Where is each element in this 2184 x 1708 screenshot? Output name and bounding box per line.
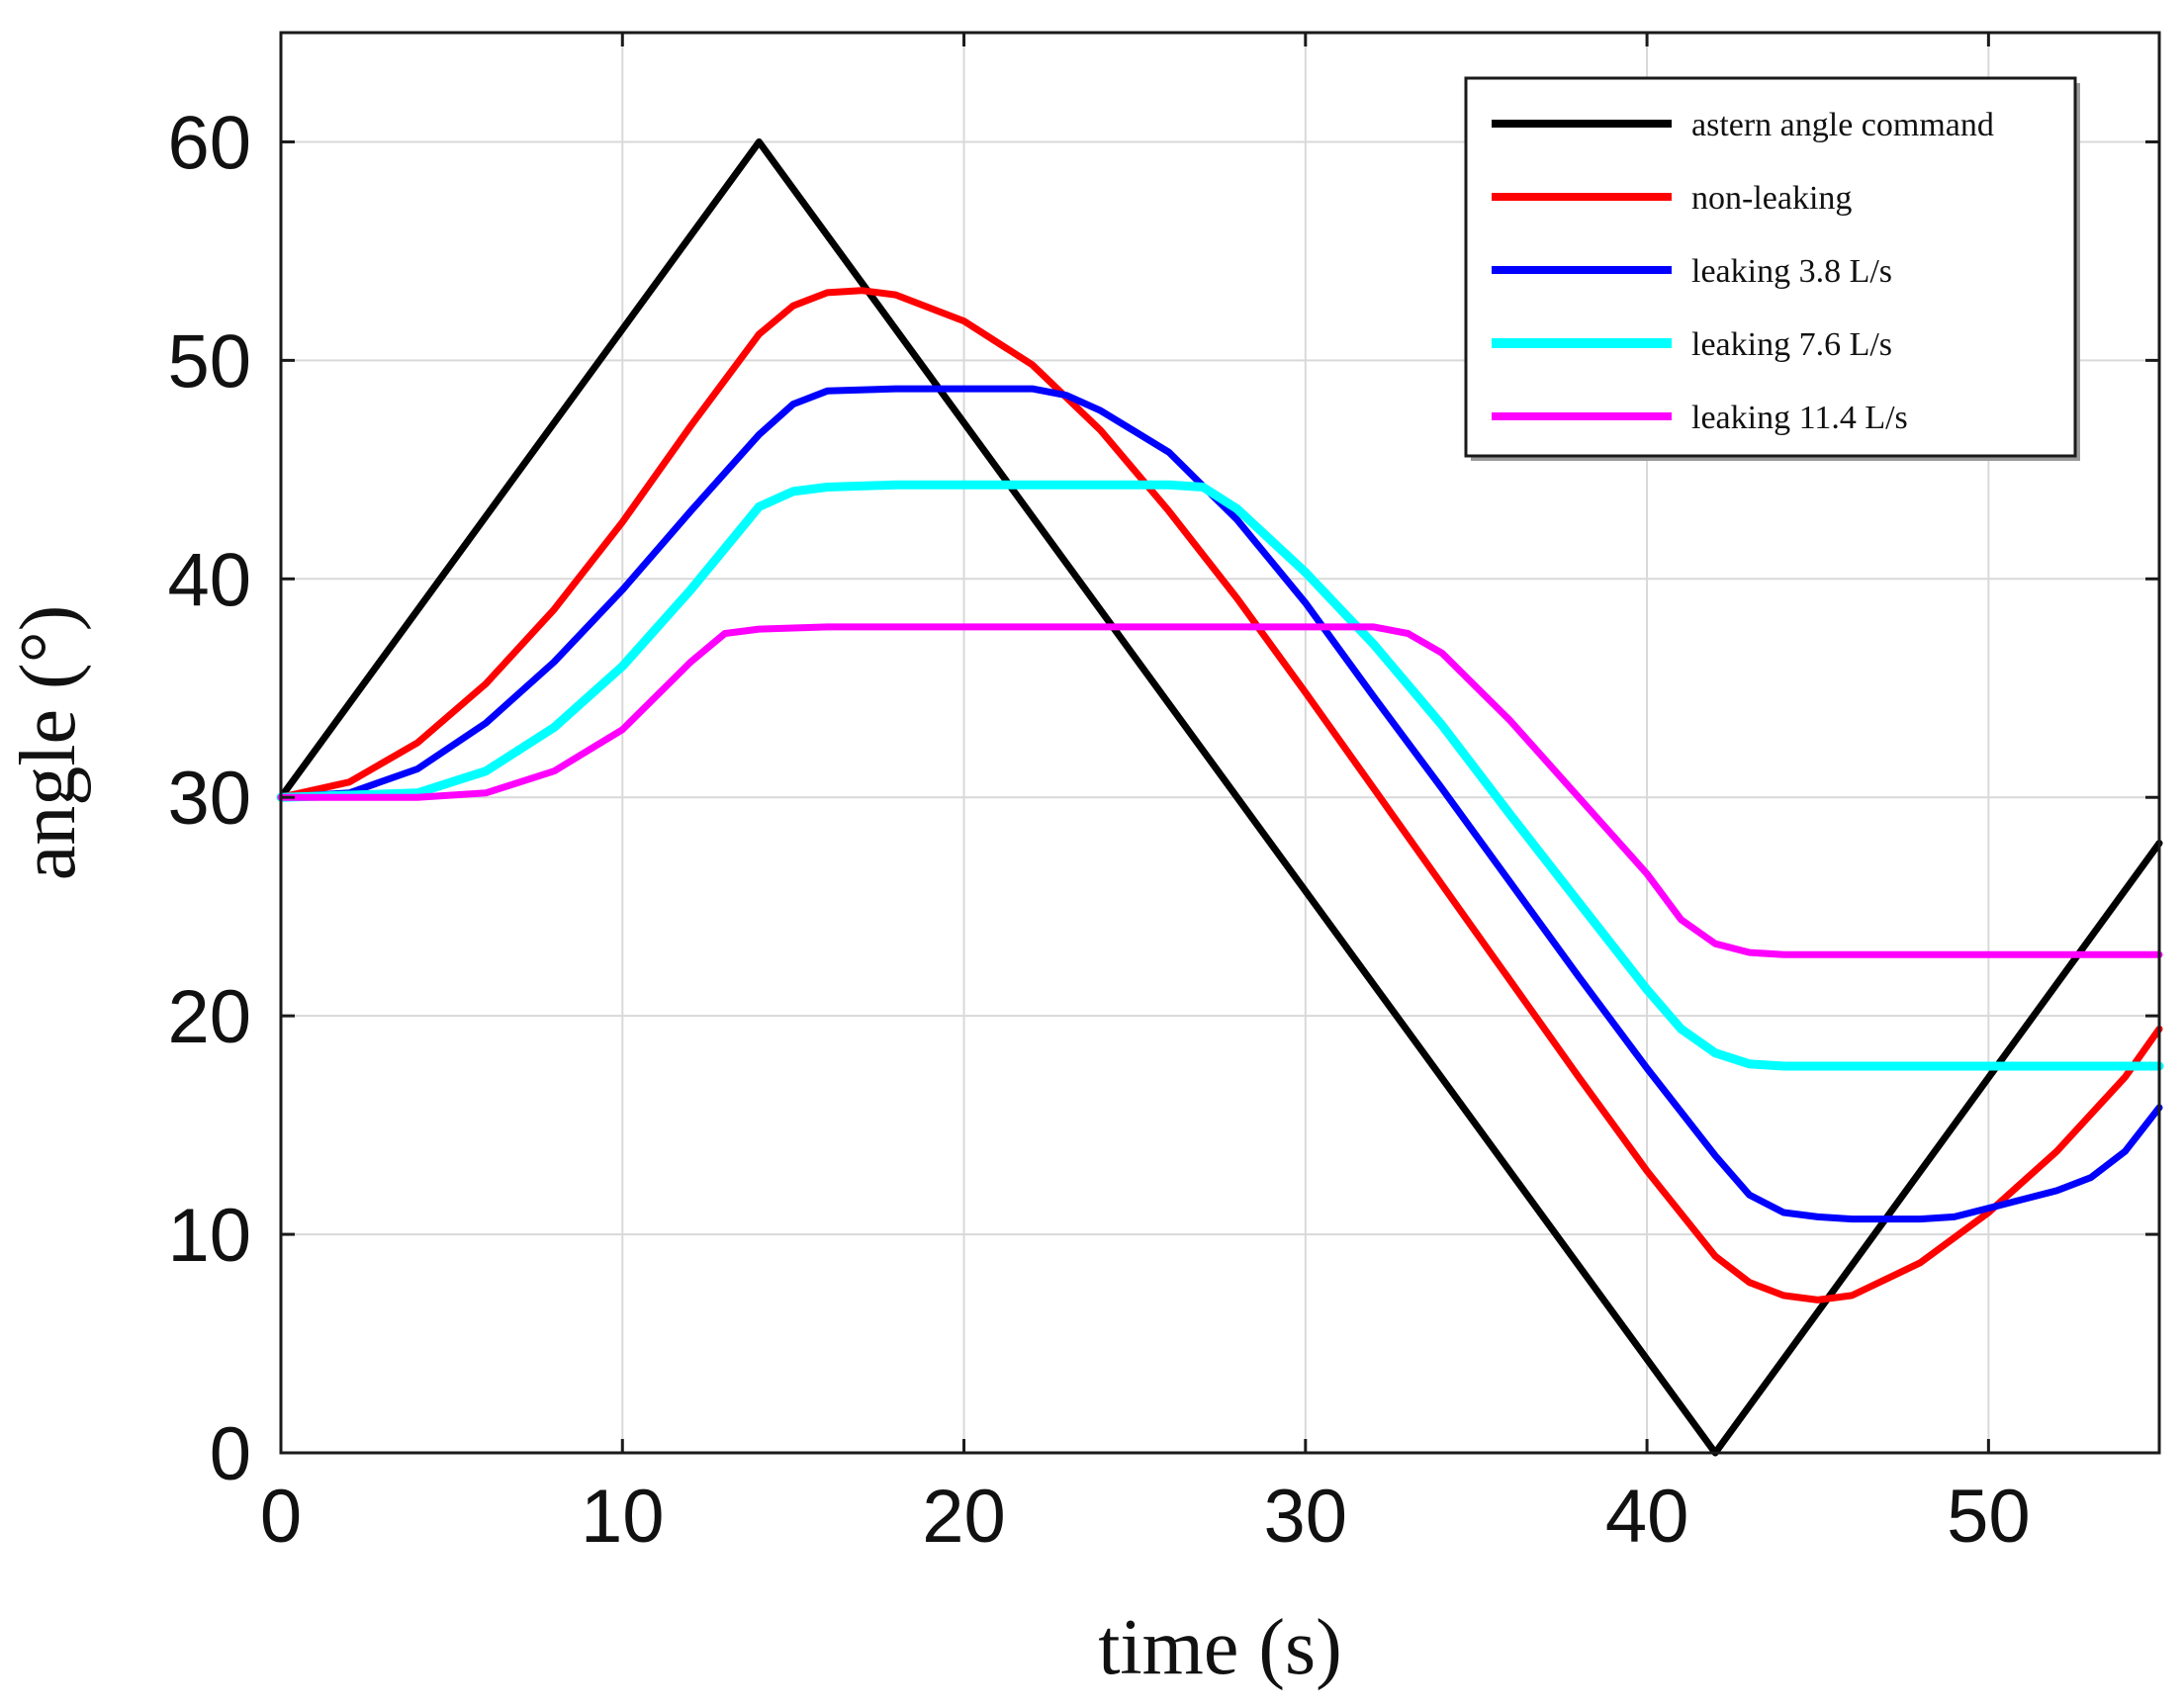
series-line-2 bbox=[277, 287, 2163, 1303]
y-tick-label: 10 bbox=[167, 1194, 251, 1278]
x-tick-label: 10 bbox=[581, 1475, 665, 1559]
x-tick-label: 20 bbox=[922, 1475, 1006, 1559]
series-line-3 bbox=[277, 385, 2163, 1223]
plot-area-frame bbox=[279, 31, 2161, 1455]
series-line-5 bbox=[277, 623, 2163, 958]
y-tick-label: 60 bbox=[167, 101, 251, 185]
legend-label-5: leaking 11.4 L/s bbox=[1691, 400, 1908, 436]
x-tick-label: 40 bbox=[1605, 1475, 1689, 1559]
legend-label-2: non-leaking bbox=[1691, 180, 1852, 217]
y-tick-label: 30 bbox=[167, 757, 251, 841]
axis-ticks bbox=[279, 33, 2159, 1455]
x-tick-label: 50 bbox=[1947, 1475, 2031, 1559]
y-axis-title: angle (°) bbox=[5, 605, 92, 881]
tick-labels: 0 10 20 30 40 50 0 10 20 30 40 50 60 bbox=[167, 101, 2030, 1559]
y-tick-label: 20 bbox=[167, 975, 251, 1059]
y-tick-label: 40 bbox=[167, 538, 251, 622]
legend: astern angle command non-leaking leaking 3… bbox=[1464, 76, 2080, 461]
legend-label-3: leaking 3.8 L/s bbox=[1691, 253, 1892, 290]
y-tick-label: 0 bbox=[210, 1412, 251, 1496]
legend-label-1: astern angle command bbox=[1691, 107, 1994, 143]
series-line-4 bbox=[276, 480, 2164, 1071]
y-tick-label: 50 bbox=[167, 319, 251, 404]
x-tick-label: 30 bbox=[1264, 1475, 1348, 1559]
series-lines bbox=[276, 138, 2164, 1457]
x-axis-title: time (s) bbox=[1098, 1604, 1342, 1691]
legend-label-4: leaking 7.6 L/s bbox=[1691, 326, 1892, 363]
x-tick-label: 0 bbox=[260, 1475, 302, 1559]
series-line-1 bbox=[277, 138, 2163, 1457]
